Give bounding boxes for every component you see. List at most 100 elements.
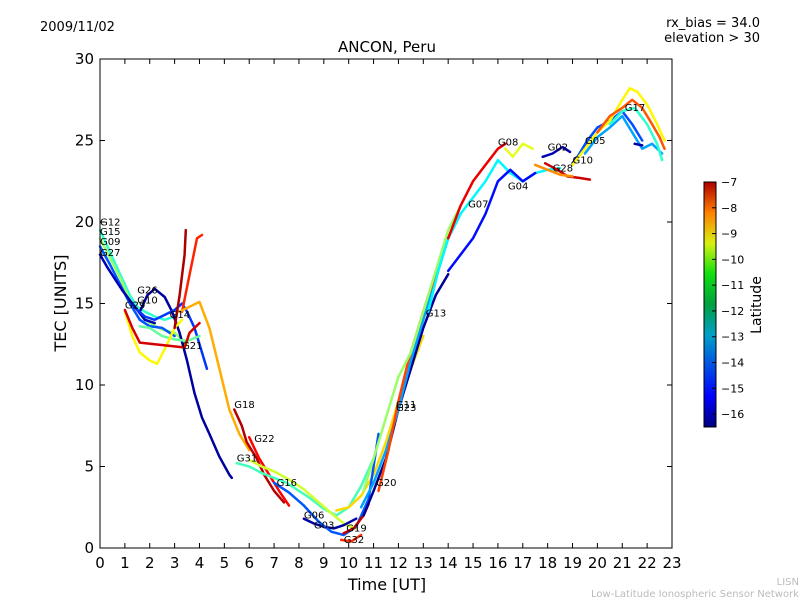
series-label-G16: G16 [277, 478, 297, 489]
series-label-G11: G11 [396, 400, 416, 411]
y-tick-label: 15 [75, 295, 94, 313]
series-line-G02 [541, 145, 572, 159]
x-tick-label: 7 [269, 554, 279, 572]
series-label-G10: G10 [137, 296, 157, 307]
x-tick-label: 9 [319, 554, 329, 572]
colorbar-label: Latitude [749, 276, 765, 334]
series-label-G14: G14 [170, 310, 190, 321]
series-label-G13: G13 [426, 309, 446, 320]
series-label-G15: G15 [100, 227, 120, 238]
x-tick-label: 21 [613, 554, 632, 572]
plot-frame [99, 58, 673, 549]
series-line-Gg [583, 114, 664, 155]
series-line-G29 [138, 325, 201, 343]
series-line-G04 [446, 168, 537, 273]
x-tick-label: 23 [662, 554, 681, 572]
x-tick-label: 18 [538, 554, 557, 572]
y-axis: 0 5 10 15 20 25 30 [75, 50, 672, 557]
series-line-Gi [608, 106, 664, 162]
series-line-G21 [123, 308, 201, 349]
colorbar-ticks: −7 −8 −9 −10 −11 −12 −13 −14 −15 −16 [712, 176, 744, 421]
series-line-Gj [633, 142, 644, 147]
series-label-G23: G23 [396, 403, 416, 414]
x-tick-label: 12 [389, 554, 408, 572]
colorbar-tick-label: −16 [721, 408, 744, 421]
series-line-G22 [247, 435, 291, 507]
colorbar-tick-label: −12 [721, 305, 744, 318]
x-tick-label: 5 [220, 554, 230, 572]
series-label-G02: G02 [548, 142, 568, 153]
series-line-G27 [98, 253, 156, 325]
colorbar [703, 181, 717, 428]
series-line-Gb [180, 233, 204, 313]
colorbar-tick-label: −9 [721, 228, 737, 241]
x-tick-label: 4 [195, 554, 205, 572]
y-tick-label: 10 [75, 376, 94, 394]
x-tick-label: 15 [463, 554, 482, 572]
colorbar-tick-label: −15 [721, 382, 744, 395]
x-tick-label: 1 [120, 554, 130, 572]
x-tick-label: 14 [439, 554, 458, 572]
series-label-G26: G26 [137, 286, 157, 297]
series-line-G18 [233, 408, 286, 504]
series-line-Ge [504, 142, 534, 159]
x-tick-label: 6 [244, 554, 254, 572]
chart-title: ANCON, Peru [338, 38, 436, 56]
colorbar-tick-label: −10 [721, 253, 744, 266]
elevation-label: elevation > 30 [664, 31, 760, 46]
series-label-G09: G09 [100, 237, 120, 248]
series-line-G32 [339, 533, 363, 543]
series-label-G05: G05 [585, 136, 605, 147]
series-line-G03 [272, 432, 380, 537]
colorbar-tick-label: −11 [721, 279, 744, 292]
x-tick-label: 13 [414, 554, 433, 572]
series-line-Gc [178, 300, 251, 452]
series-line-G06 [302, 517, 358, 530]
series-label-G12: G12 [100, 217, 120, 228]
date-label: 2009/11/02 [40, 20, 115, 35]
series-label-G31: G31 [237, 454, 257, 465]
y-axis-label: TEC [UNITS] [51, 255, 70, 353]
x-tick-label: 2 [145, 554, 155, 572]
footer-network: Low-Latitude Ionospheric Sensor Network [591, 589, 799, 600]
x-tick-label: 16 [488, 554, 507, 572]
x-tick-label: 22 [638, 554, 657, 572]
x-tick-label: 17 [513, 554, 532, 572]
x-tick-label: 10 [339, 554, 358, 572]
series-layer [98, 87, 666, 543]
colorbar-tick-label: −13 [721, 331, 744, 344]
x-axis: 0 1 2 3 4 5 6 7 8 9 10 11 12 13 14 15 16 17 18 19 20 21 22 23 [95, 59, 682, 572]
series-label-G06: G06 [304, 511, 324, 522]
rx-bias-label: rx_bias = 34.0 [666, 16, 760, 31]
y-tick-label: 5 [84, 458, 94, 476]
series-label-G27: G27 [100, 248, 120, 259]
series-label-G10b: G10 [573, 155, 593, 166]
colorbar-tick-label: −14 [721, 357, 744, 370]
x-axis-label: Time [UT] [347, 575, 426, 594]
x-tick-label: 3 [170, 554, 180, 572]
y-tick-label: 0 [84, 539, 94, 557]
series-line-G08 [446, 142, 507, 240]
y-tick-label: 30 [75, 50, 94, 68]
series-line-G23 [359, 212, 462, 509]
series-line-G09 [98, 245, 176, 338]
colorbar-tick-label: −8 [721, 202, 737, 215]
series-label-G18: G18 [234, 400, 254, 411]
series-label-G17: G17 [625, 103, 645, 114]
footer-lisn: LISN [777, 577, 799, 588]
series-line-Gd [362, 204, 462, 493]
series-line-G17 [571, 87, 666, 167]
colorbar-tick-label: −7 [721, 176, 737, 189]
x-tick-label: 19 [563, 554, 582, 572]
series-line-Ga [173, 228, 188, 330]
series-label-G19: G19 [346, 524, 366, 535]
x-tick-label: 11 [364, 554, 383, 572]
x-tick-label: 20 [588, 554, 607, 572]
x-tick-label: 0 [95, 554, 105, 572]
series-label-G22: G22 [254, 434, 274, 445]
series-label-G29: G29 [125, 300, 145, 311]
series-label-G32: G32 [344, 535, 364, 546]
series-line-G16 [247, 458, 358, 530]
